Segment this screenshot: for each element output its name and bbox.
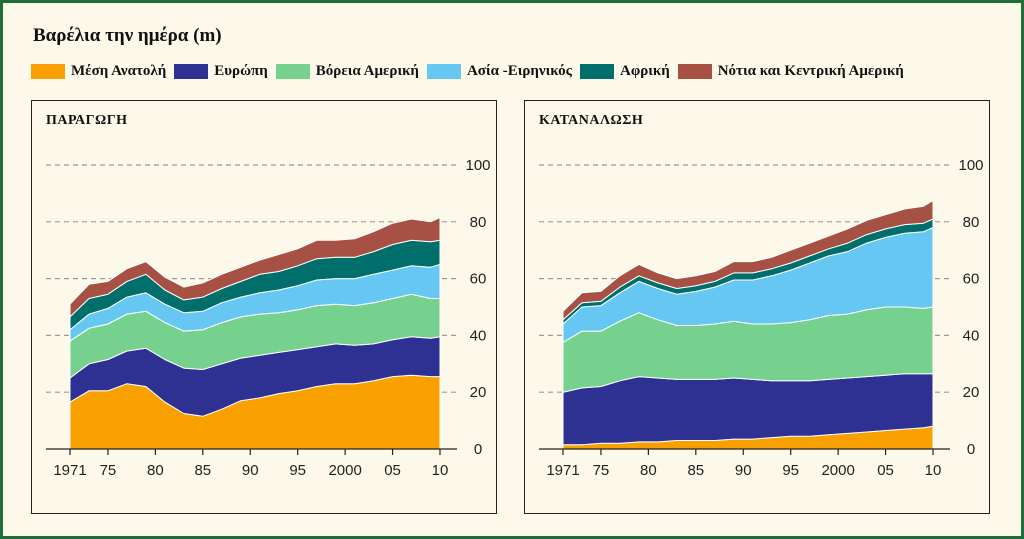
consumption-chart: 0 20 40 60 80 100 1971 75 80 85 90 95 2000 05 10 (539, 157, 984, 479)
x-tick-label: 75 (593, 462, 610, 479)
legend-item-north-america: Βόρεια Αμερική (275, 63, 419, 80)
legend-item-asia-pacific: Ασία -Ειρηνικός (426, 63, 572, 80)
x-tick-label: 95 (289, 462, 306, 479)
x-tick-label: 75 (100, 462, 117, 479)
panel-title: ΠΑΡΑΓΩΓΗ (46, 113, 128, 128)
x-tick-label: 10 (925, 462, 942, 479)
x-tick-label: 2000 (328, 462, 361, 479)
y-tick-label: 60 (963, 271, 980, 288)
x-tick-label: 80 (640, 462, 657, 479)
y-tick-label: 100 (958, 157, 983, 174)
production-panel: ΠΑΡΑΓΩΓΗ 0 20 40 60 80 100 1971 75 80 85 90 95 2000 0… (31, 100, 497, 514)
y-tick-label: 20 (963, 384, 980, 401)
y-tick-label: 100 (465, 157, 490, 174)
y-tick-label: 40 (963, 327, 980, 344)
area-series-νότια-και-κεντρική-αμερική (562, 200, 934, 321)
legend-swatch (31, 64, 65, 79)
legend-item-south-central-america: Νότια και Κεντρική Αμερική (677, 63, 904, 80)
x-tick-label: 85 (687, 462, 704, 479)
legend-label: Μέση Ανατολή (71, 63, 167, 79)
figure-title: Βαρέλια την ημέρα (m) (33, 25, 222, 46)
legend-label: Αφρική (620, 63, 670, 79)
panel-title: ΚΑΤΑΝΑΛΩΣΗ (539, 113, 644, 128)
legend-item-africa: Αφρική (580, 63, 670, 80)
x-tick-label: 2000 (821, 462, 854, 479)
legend-item-middle-east: Μέση Ανατολή (31, 63, 166, 80)
x-tick-label: 05 (384, 462, 401, 479)
legend-swatch (275, 64, 310, 79)
x-tick-label: 95 (782, 462, 799, 479)
y-tick-label: 60 (470, 271, 487, 288)
area-series-νότια-και-κεντρική-αμερική (69, 217, 441, 318)
x-tick-label: 1971 (546, 462, 579, 479)
x-tick-label: 80 (147, 462, 164, 479)
y-tick-label: 0 (474, 441, 482, 458)
legend-label: Νότια και Κεντρική Αμερική (717, 63, 904, 79)
x-tick-label: 1971 (53, 462, 86, 479)
x-tick-label: 05 (877, 462, 894, 479)
y-tick-label: 40 (470, 327, 487, 344)
y-tick-label: 0 (967, 441, 975, 458)
consumption-panel: ΚΑΤΑΝΑΛΩΣΗ 0 20 40 60 80 100 1971 75 80 85 90 95 200… (524, 100, 990, 514)
legend-swatch (580, 64, 614, 79)
x-tick-label: 10 (432, 462, 449, 479)
legend-swatch (174, 64, 209, 79)
production-chart: 0 20 40 60 80 100 1971 75 80 85 90 95 2000 05 10 (46, 157, 491, 479)
x-tick-label: 90 (242, 462, 259, 479)
x-tick-label: 85 (194, 462, 211, 479)
legend-swatch (677, 64, 712, 79)
legend-label: Βόρεια Αμερική (315, 63, 419, 79)
y-tick-label: 80 (963, 214, 980, 231)
legend-item-europe: Ευρώπη (174, 63, 268, 80)
legend-label: Ασία -Ειρηνικός (466, 63, 572, 79)
legend: Μέση Ανατολή Ευρώπη Βόρεια Αμερική Ασία … (31, 63, 912, 80)
legend-label: Ευρώπη (214, 63, 268, 79)
legend-swatch (426, 64, 461, 79)
y-tick-label: 80 (470, 214, 487, 231)
x-tick-label: 90 (735, 462, 752, 479)
y-tick-label: 20 (470, 384, 487, 401)
